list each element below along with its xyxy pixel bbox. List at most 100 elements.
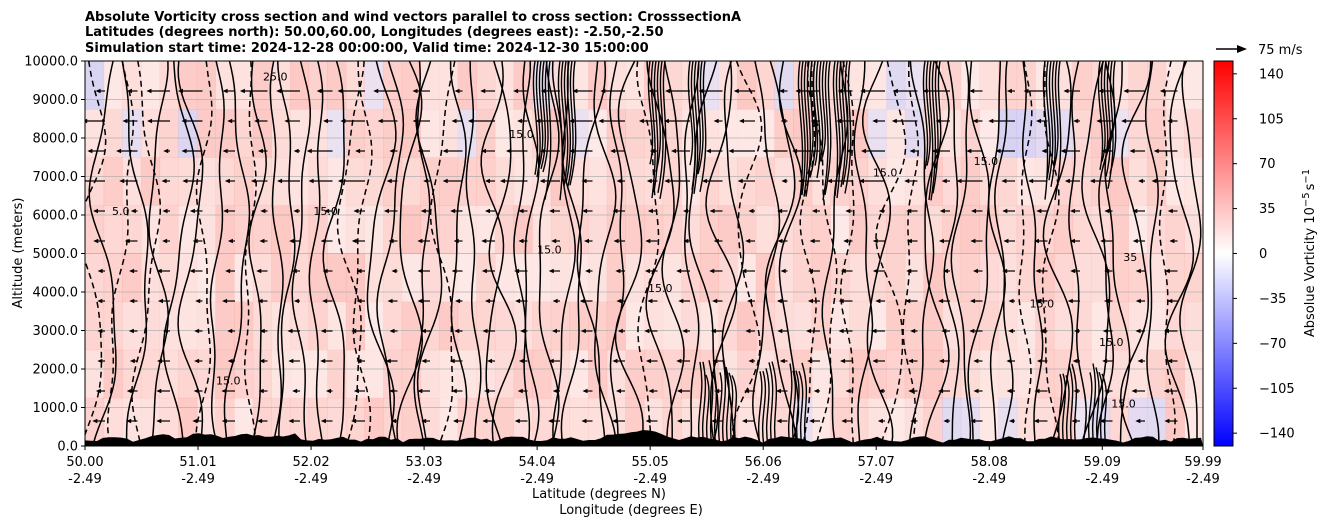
positive-contour <box>1104 61 1131 446</box>
field-cell <box>550 301 570 351</box>
field-cell <box>383 301 403 351</box>
wind-vector-head <box>569 118 575 124</box>
wind-vector-head <box>423 178 429 184</box>
wind-vector-head <box>645 418 651 424</box>
field-cell <box>718 61 738 110</box>
wind-vector-head <box>616 298 622 304</box>
negative-contour <box>336 61 365 446</box>
field-cell <box>457 157 477 206</box>
wind-vector-head <box>292 388 298 394</box>
contour-label: 5.0 <box>112 205 130 218</box>
negative-contour <box>732 61 763 446</box>
contour-cluster <box>695 61 702 179</box>
contour-cluster <box>1071 363 1078 446</box>
field-cell <box>252 205 272 254</box>
contour-label: 15.0 <box>216 374 241 387</box>
positive-contour <box>593 61 617 446</box>
wind-vector-head <box>452 418 458 424</box>
contour-cluster <box>659 61 667 200</box>
contour-label: 15.0 <box>1099 336 1124 349</box>
positive-contour <box>967 61 990 446</box>
field-cell <box>215 205 235 254</box>
x-tick-label-lon: -2.49 <box>859 472 893 487</box>
contour-cluster <box>840 61 847 188</box>
wind-vector-head <box>293 208 299 214</box>
wind-vector-head <box>162 208 168 214</box>
field-cell <box>327 61 347 110</box>
wind-vector-head <box>259 358 265 364</box>
wind-vector-head <box>682 208 688 214</box>
field-cell <box>569 397 589 446</box>
wind-vector-head <box>1070 208 1076 214</box>
wind-vector-head <box>1135 418 1141 424</box>
field-cell <box>85 253 105 303</box>
field-cell <box>960 205 980 254</box>
positive-contour <box>1080 61 1111 446</box>
wind-vector-head <box>1073 388 1079 394</box>
wind-vector-head <box>181 118 187 124</box>
wind-vector-head <box>116 148 122 154</box>
contour-cluster <box>1061 373 1067 446</box>
y-tick-label: 4000.0 <box>33 286 79 301</box>
contour-cluster <box>560 61 566 166</box>
positive-contour <box>162 61 195 446</box>
wind-vector-head <box>284 118 290 124</box>
contour-cluster <box>842 61 849 185</box>
field-cell <box>401 205 421 254</box>
field-cell <box>718 109 738 158</box>
wind-vector-head <box>389 328 395 334</box>
positive-contour <box>396 61 424 446</box>
colorbar-tick-label: 35 <box>1259 202 1276 217</box>
colorbar-tick-label: −105 <box>1259 382 1295 397</box>
wind-vector-head <box>451 118 457 124</box>
positive-contour <box>308 61 324 446</box>
contour-cluster <box>797 61 804 199</box>
negative-contour <box>429 61 456 446</box>
wind-vector-head <box>449 358 455 364</box>
wind-vector-head <box>682 328 688 334</box>
wind-vector-head <box>308 178 314 184</box>
field-cell <box>401 253 421 303</box>
contour-cluster <box>563 61 569 186</box>
field-cell <box>1109 397 1129 446</box>
wind-vector-head <box>450 208 456 214</box>
positive-contour <box>614 61 644 446</box>
wind-vector-head <box>878 208 884 214</box>
wind-vector-head <box>875 298 881 304</box>
y-tick-label: 2000.0 <box>33 363 79 378</box>
wind-vector-head <box>224 178 230 184</box>
wind-vector-head <box>1036 208 1042 214</box>
field-cell <box>625 109 645 158</box>
field-cell <box>364 109 384 158</box>
vorticity-contours <box>85 61 1202 446</box>
field-cell <box>271 397 291 446</box>
field-cell <box>886 205 906 254</box>
wind-vector-head <box>615 388 621 394</box>
wind-vector-head <box>676 358 682 364</box>
wind-vector-head <box>351 238 357 244</box>
field-cell <box>234 61 254 110</box>
x-tick-label-lon: -2.49 <box>746 472 780 487</box>
positive-contour <box>778 61 803 446</box>
contour-cluster <box>824 61 832 195</box>
wind-vector-head <box>250 178 256 184</box>
wind-vector-head <box>162 238 168 244</box>
field-cell <box>308 253 328 303</box>
field-cell <box>1165 205 1185 254</box>
y-axis-label: Altitude (meters) <box>11 198 26 309</box>
positive-contour <box>1144 61 1160 446</box>
wind-vector-head <box>130 208 136 214</box>
wind-vector-head <box>872 358 878 364</box>
wind-vector-head <box>377 118 383 124</box>
wind-vector-head <box>827 178 833 184</box>
wind-vector-head <box>581 178 587 184</box>
field-cell <box>1016 349 1036 399</box>
terrain-profile <box>85 430 1203 446</box>
x-tick-label-lon: -2.49 <box>633 472 667 487</box>
field-cell <box>867 205 887 254</box>
wind-vector-head <box>1028 178 1034 184</box>
contour-cluster <box>535 61 541 178</box>
wind-vector-head <box>126 418 132 424</box>
wind-vector-head <box>906 238 912 244</box>
